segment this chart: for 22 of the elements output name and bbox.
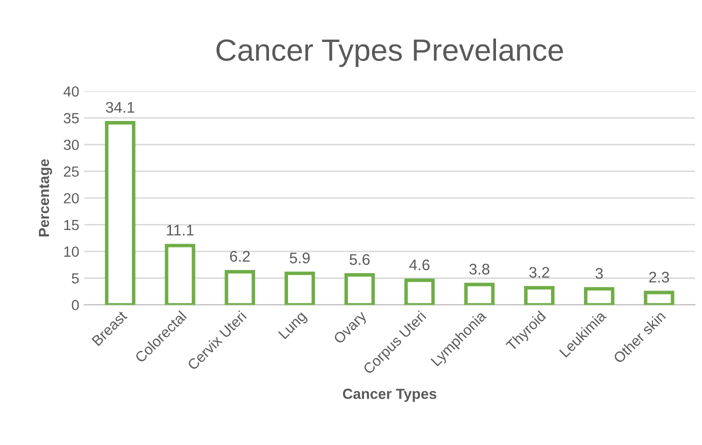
chart-title: Cancer Types Prevelance [216,38,563,68]
y-tick-label: 30 [64,140,79,150]
y-tick-label: 15 [64,220,79,230]
data-label: 3.2 [529,266,550,278]
data-label: 11.1 [166,224,194,236]
data-label: 5.6 [350,254,370,265]
data-label: 3.8 [469,264,490,275]
data-label: 4.6 [409,259,430,270]
data-label: 6.2 [230,250,250,262]
y-tick-label: 35 [64,113,79,124]
data-label: 34.1 [106,102,134,113]
data-label: 2.3 [649,272,670,283]
x-axis-title: Cancer Types [342,388,436,402]
y-tick-label: 25 [64,166,79,177]
y-tick-label: 0 [72,300,79,310]
data-label: 5.9 [290,252,310,264]
y-tick-label: 10 [64,246,79,257]
data-label: 3 [596,268,603,279]
y-tick-label: 40 [63,86,79,97]
y-axis-title: Percentage [38,159,52,236]
y-tick-label: 20 [64,193,79,204]
y-tick-label: 5 [72,273,79,284]
